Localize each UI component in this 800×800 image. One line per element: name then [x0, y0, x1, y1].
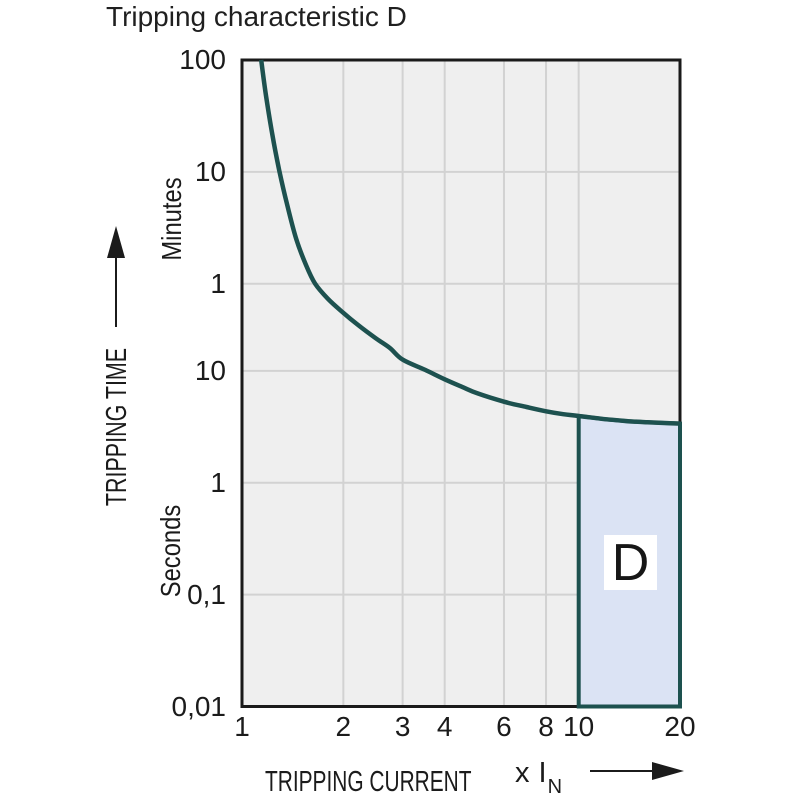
region-d-label: D	[604, 535, 657, 590]
x-tick-label: 8	[538, 711, 554, 742]
y-axis-unit-minutes: Minutes	[156, 177, 187, 261]
plot-border	[240, 58, 682, 708]
x-tick-label: 3	[394, 711, 411, 742]
right-arrow-icon	[590, 762, 684, 780]
x-tick-label: 1	[234, 711, 250, 742]
multiplier-base: I	[538, 757, 547, 789]
y-tick-label: 100	[179, 44, 226, 75]
y-tick-label: 10	[194, 354, 226, 386]
multiplier-x: x	[515, 757, 530, 789]
x-tick-label: 2	[335, 711, 352, 742]
page-title: Tripping characteristic D	[106, 1, 407, 32]
x-tick-label: 4	[436, 711, 453, 742]
y-tick-label: 1	[210, 267, 226, 299]
x-tick-label: 6	[496, 711, 512, 742]
x-axis-title: TRIPPING CURRENT	[265, 766, 472, 798]
x-tick-label: 10	[563, 711, 595, 742]
tripping-curve	[258, 59, 681, 426]
y-tick-label: 0,01	[171, 690, 227, 722]
x-axis-multiplier: x IN	[515, 757, 563, 798]
y-tick-label: 0,1	[187, 578, 226, 610]
up-arrow-icon	[107, 226, 125, 327]
multiplier-subscript: N	[547, 775, 563, 798]
y-tick-label: 1	[210, 466, 226, 498]
x-tick-label: 20	[664, 711, 696, 742]
y-tick-label: 10	[194, 155, 226, 187]
